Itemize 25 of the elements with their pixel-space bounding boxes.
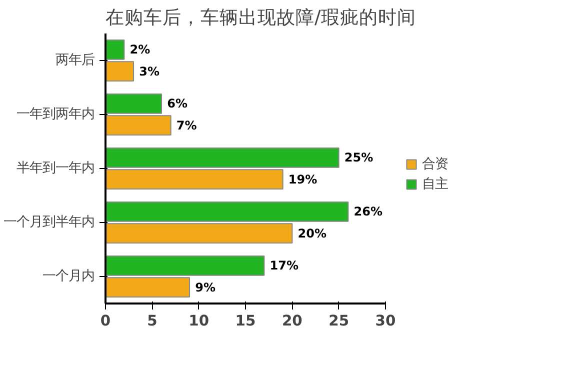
x-tick-label: 30 bbox=[375, 312, 396, 330]
data-label: 17% bbox=[270, 258, 298, 273]
data-label: 25% bbox=[344, 150, 374, 165]
data-label: 6% bbox=[167, 96, 188, 111]
data-label: 26% bbox=[354, 204, 382, 219]
chart-title: 在购车后，车辆出现故障/瑕疵的时间 bbox=[106, 8, 416, 28]
y-tick-label: 一个月到半年内 bbox=[4, 215, 94, 230]
data-label: 19% bbox=[288, 172, 318, 186]
data-label: 3% bbox=[139, 64, 160, 78]
legend-label: 合资 bbox=[422, 156, 448, 173]
y-tick-label: 两年后 bbox=[56, 53, 94, 68]
y-tick-label: 半年到一年内 bbox=[16, 161, 94, 176]
y-tick-label: 一年到两年内 bbox=[16, 107, 94, 122]
x-tick-label: 25 bbox=[328, 312, 350, 330]
data-label: 7% bbox=[176, 118, 197, 132]
x-tick-label: 20 bbox=[282, 312, 302, 330]
x-tick-label: 5 bbox=[147, 312, 158, 330]
x-tick-label: 10 bbox=[188, 312, 210, 330]
legend-label: 自主 bbox=[422, 176, 448, 193]
data-label: 9% bbox=[195, 280, 216, 294]
x-tick-label: 0 bbox=[100, 312, 111, 330]
x-tick-label: 15 bbox=[235, 312, 256, 330]
y-tick-label: 一个月内 bbox=[42, 269, 94, 284]
data-label: 20% bbox=[298, 226, 326, 240]
data-label: 2% bbox=[130, 42, 150, 57]
